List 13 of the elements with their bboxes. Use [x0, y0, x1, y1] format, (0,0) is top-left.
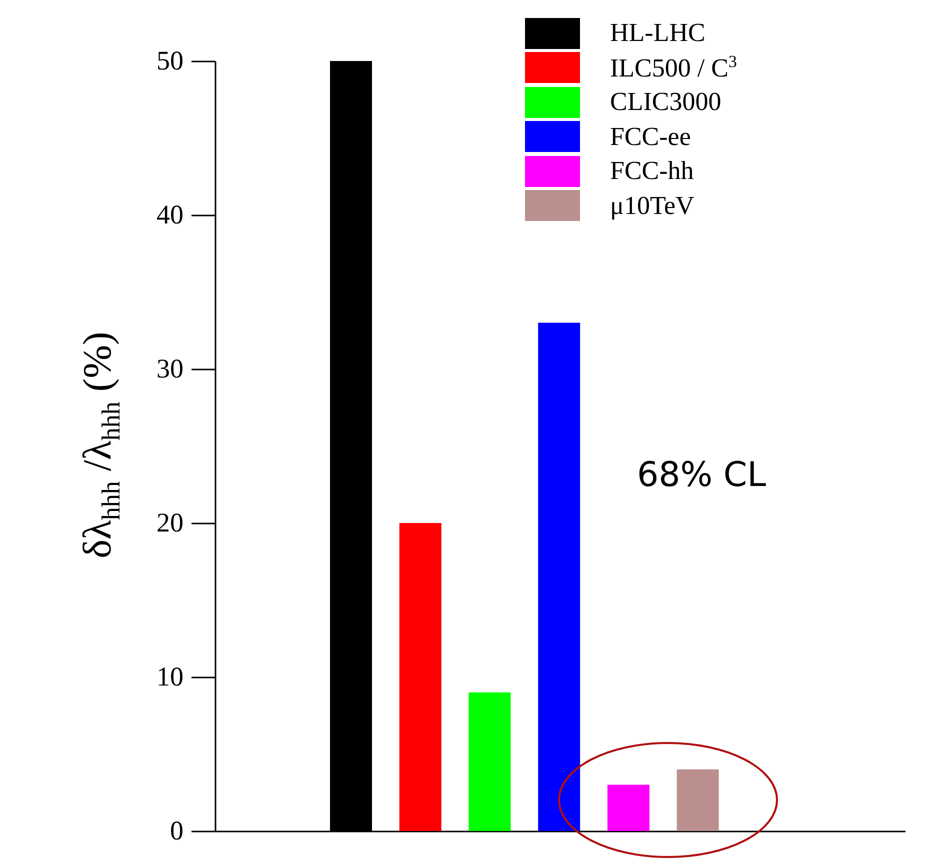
y-tick-label: 30	[156, 354, 184, 384]
legend-label: FCC-hh	[610, 156, 694, 186]
legend-label: ILC500 / C$^{3}$	[610, 52, 737, 84]
legend-label: FCC-ee	[610, 122, 691, 152]
legend-label: μ10TeV	[610, 190, 694, 221]
y-tick-label: 50	[156, 46, 184, 76]
legend-label: CLIC3000	[610, 87, 722, 118]
y-tick-label: 0	[170, 816, 184, 846]
y-tick-label: 40	[156, 200, 184, 230]
annotation: 68% CL	[637, 455, 766, 495]
y-tick-label: 20	[156, 508, 184, 538]
legend-label: HL-LHC	[610, 18, 706, 48]
y-tick-label: 10	[156, 662, 184, 692]
